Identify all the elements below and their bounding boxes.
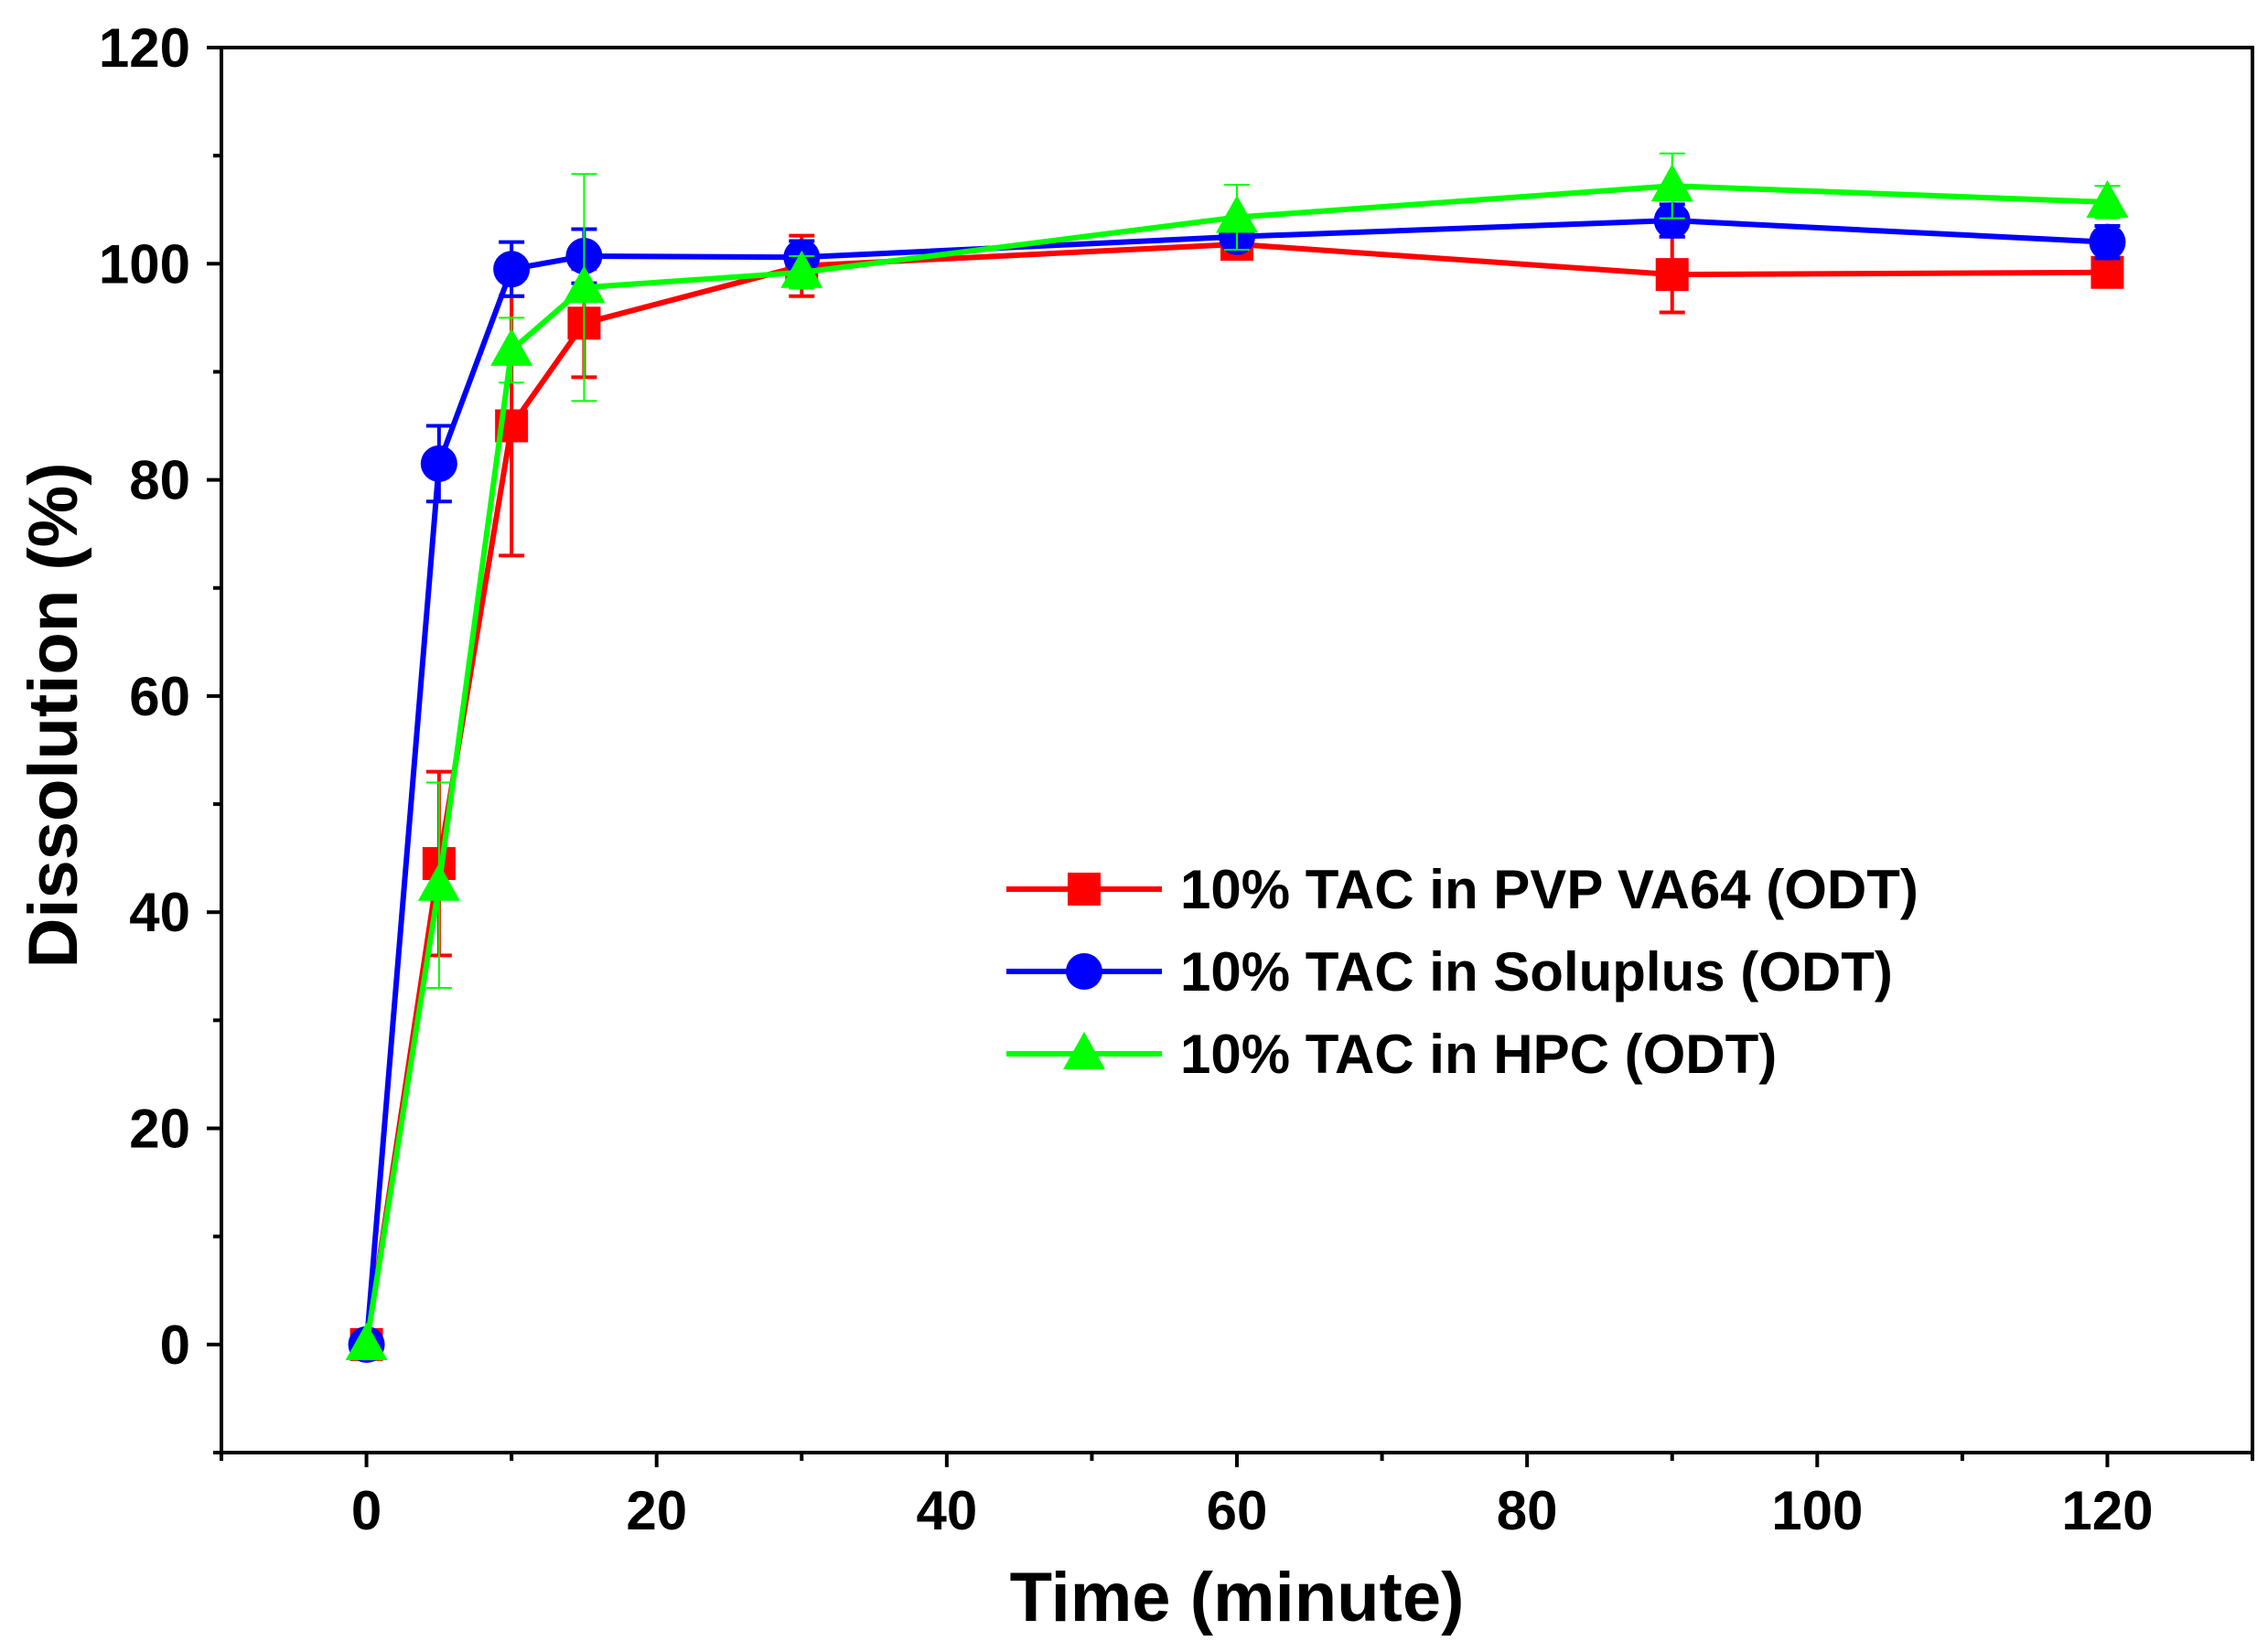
- legend-label: 10% TAC in HPC (ODT): [1180, 1024, 1777, 1085]
- data-point: [345, 1322, 388, 1360]
- data-point: [780, 250, 823, 288]
- data-point: [2091, 255, 2124, 289]
- data-point: [2086, 179, 2129, 218]
- x-tick-label: 100: [1771, 1480, 1863, 1541]
- x-tick-label: 20: [626, 1480, 687, 1541]
- series-layer: [345, 152, 2129, 1363]
- axes-layer: 0 20 40 60 80 100 120 0 20 40 60 80 100 120: [99, 17, 2254, 1541]
- x-tick-label: 80: [1497, 1480, 1558, 1541]
- series-2: [348, 202, 2126, 1363]
- data-point: [2089, 223, 2126, 261]
- data-point: [490, 327, 533, 366]
- data-point: [563, 265, 606, 304]
- x-tick-label: 40: [916, 1480, 977, 1541]
- legend: 10% TAC in PVP VA64 (ODT) 10% TAC in Solu…: [1006, 859, 1919, 1085]
- series-line: [363, 241, 2108, 1346]
- x-tick-label: 60: [1207, 1480, 1268, 1541]
- data-point: [493, 251, 531, 288]
- series-3: [345, 152, 2129, 1360]
- series-line: [363, 218, 2108, 1346]
- y-tick-label: 20: [129, 1099, 190, 1160]
- legend-item: 10% TAC in Soluplus (ODT): [1006, 941, 1893, 1003]
- data-point: [1650, 164, 1693, 202]
- legend-label: 10% TAC in Soluplus (ODT): [1180, 941, 1893, 1003]
- legend-label: 10% TAC in PVP VA64 (ODT): [1180, 859, 1919, 920]
- x-tick-label: 120: [2061, 1480, 2153, 1541]
- legend-marker: [1063, 1032, 1105, 1069]
- legend-marker: [1068, 873, 1101, 906]
- x-axis-title: Time (minute): [1010, 1559, 1465, 1636]
- y-tick-label: 120: [99, 17, 190, 79]
- y-tick-label: 40: [129, 882, 190, 943]
- legend-item: 10% TAC in HPC (ODT): [1006, 1024, 1777, 1085]
- x-tick-label: 0: [351, 1480, 382, 1541]
- data-point: [1216, 195, 1258, 233]
- y-tick-label: 80: [129, 450, 190, 511]
- legend-marker: [1066, 953, 1102, 990]
- series-1: [349, 228, 2124, 1361]
- data-point: [1653, 202, 1691, 240]
- y-axis-title: Dissolution (%): [15, 462, 92, 968]
- y-tick-label: 0: [160, 1314, 190, 1376]
- y-tick-label: 60: [129, 666, 190, 727]
- series-line: [363, 183, 2108, 1346]
- legend-item: 10% TAC in PVP VA64 (ODT): [1006, 859, 1919, 920]
- y-tick-label: 100: [99, 233, 190, 295]
- data-point: [420, 445, 457, 482]
- data-point: [1655, 258, 1689, 292]
- data-point: [417, 863, 460, 901]
